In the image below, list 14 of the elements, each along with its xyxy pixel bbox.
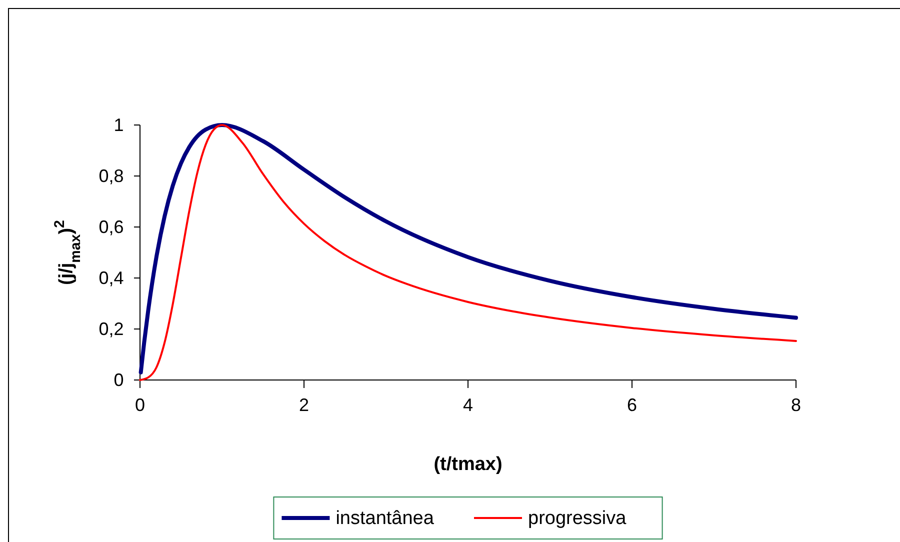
y-tick-label: 0,4 bbox=[98, 268, 124, 288]
y-tick-label: 0 bbox=[114, 370, 124, 390]
x-tick-label: 6 bbox=[626, 394, 638, 415]
x-tick-label: 8 bbox=[790, 394, 802, 415]
x-tick-label: 2 bbox=[298, 394, 310, 415]
y-tick-label: 0,8 bbox=[98, 166, 124, 186]
x-axis-title: (t/tmax) bbox=[434, 454, 502, 475]
x-tick-label: 4 bbox=[462, 394, 474, 415]
legend-label: progressiva bbox=[528, 508, 627, 529]
legend-label: instantânea bbox=[336, 508, 434, 529]
y-tick-label: 1 bbox=[114, 114, 124, 135]
y-tick-label: 0,2 bbox=[98, 318, 124, 339]
y-tick-label: 0,6 bbox=[98, 216, 124, 237]
x-tick-label: 0 bbox=[134, 394, 146, 415]
